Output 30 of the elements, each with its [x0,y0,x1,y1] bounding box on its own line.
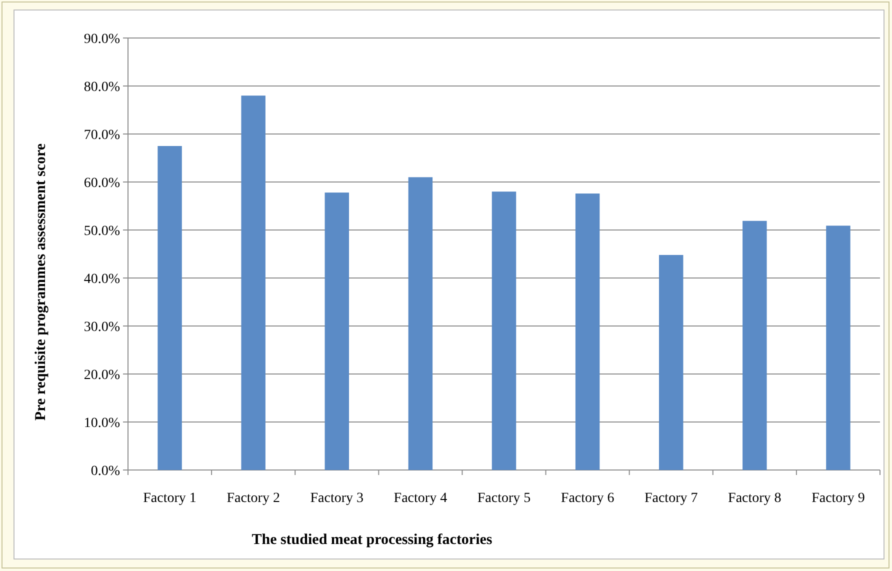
bar [324,192,350,470]
bar [158,146,182,470]
y-tick-label: 10.0% [84,416,120,431]
x-axis-title: The studied meat processing factories [252,532,492,548]
bar [575,194,600,470]
bar [492,192,516,470]
x-tick-label: Factory 6 [560,491,614,506]
x-tick-label: Factory 8 [728,491,782,506]
x-tick-label: Factory 2 [226,491,280,506]
bar [826,226,850,470]
bar [408,177,433,470]
bar [241,96,266,470]
y-tick-label: 30.0% [84,320,120,335]
x-tick-label: Factory 4 [394,491,448,506]
x-tick-label: Factory 3 [310,491,364,506]
y-tick-label: 50.0% [84,224,120,239]
y-tick-label: 60.0% [84,176,120,191]
y-tick-label: 0.0% [90,464,120,479]
y-tick-label: 70.0% [84,128,120,143]
x-tick-label: Factory 1 [143,491,196,506]
x-tick-label: Factory 5 [477,491,531,506]
bar [658,254,684,470]
y-tick-label: 80.0% [84,80,120,95]
y-tick-label: 90.0% [84,32,120,47]
y-axis-title: Pre requisite programmes assessment score [33,143,49,421]
x-tick-label: Factory 9 [812,491,865,506]
x-tick-label: Factory 7 [644,491,698,506]
y-tick-label: 40.0% [84,272,120,287]
bar [742,220,767,470]
y-tick-label: 20.0% [84,368,120,383]
